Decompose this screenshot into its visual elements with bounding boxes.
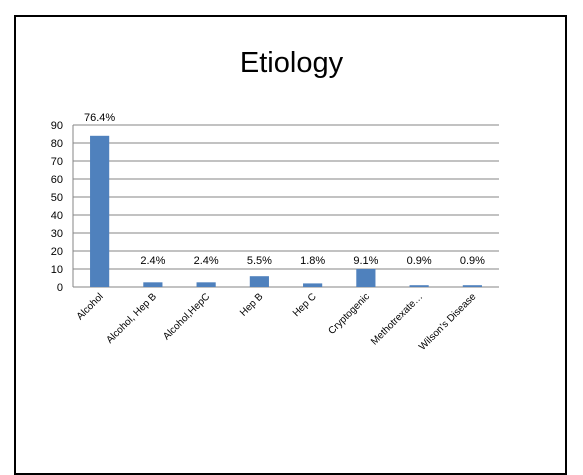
y-tick-labels: 0 10 20 30 40 50 60 70 80 90 [51, 120, 63, 294]
category-label: Alcohol,HepC [161, 291, 212, 342]
data-label: 9.1% [353, 255, 378, 267]
bar [303, 283, 323, 287]
bar [249, 276, 269, 287]
data-label: 2.4% [140, 255, 165, 267]
data-label: 0.9% [460, 255, 485, 267]
category-label: Hep C [291, 291, 319, 319]
category-label: Methotrexate… [369, 291, 425, 347]
bar [356, 269, 376, 287]
y-tick-label: 50 [51, 192, 63, 204]
category-label: Hep B [238, 291, 266, 319]
bar [196, 282, 216, 287]
y-tick-label: 80 [51, 138, 63, 150]
data-label: 0.9% [407, 255, 432, 267]
data-label: 2.4% [194, 255, 219, 267]
data-labels: 76.4% 2.4% 2.4% 5.5% 1.8% 9.1% 0.9% 0.9% [84, 112, 485, 267]
category-label: Cryptogenic [326, 291, 372, 337]
y-tick-label: 20 [51, 246, 63, 258]
category-label: Alcohol [75, 291, 106, 322]
bar [90, 135, 110, 287]
bars [90, 135, 482, 287]
y-tick-label: 90 [51, 120, 63, 132]
gridlines [73, 124, 499, 270]
data-label: 1.8% [300, 255, 325, 267]
bar [462, 285, 482, 287]
bar-chart: 0 10 20 30 40 50 60 70 80 90 76.4% 2.4% 2.4% 5.5% 1.8… [51, 112, 499, 353]
y-tick-label: 40 [51, 210, 63, 222]
y-tick-label: 70 [51, 156, 63, 168]
axes [72, 125, 499, 288]
category-label: Wilson's Disease [417, 291, 479, 353]
bar [143, 282, 163, 287]
data-label: 5.5% [247, 255, 272, 267]
chart-title: Etiology [239, 47, 344, 79]
data-label: 76.4% [84, 112, 115, 124]
y-tick-label: 10 [51, 264, 63, 276]
category-label: Alcohol, Hep B [104, 291, 159, 346]
y-tick-label: 0 [57, 282, 63, 294]
bar [409, 285, 429, 287]
y-tick-label: 60 [51, 174, 63, 186]
y-tick-label: 30 [51, 228, 63, 240]
